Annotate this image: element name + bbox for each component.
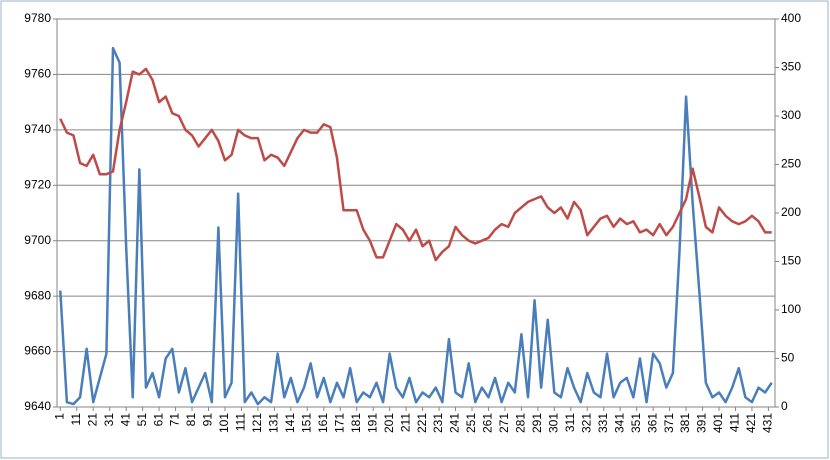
x-tick-label: 21 xyxy=(85,413,99,427)
y2-tick-label: 150 xyxy=(781,254,801,268)
x-tick-label: 131 xyxy=(267,413,281,433)
x-tick-label: 31 xyxy=(102,413,116,427)
y-tick-label: 9740 xyxy=(24,122,51,136)
x-tick-label: 61 xyxy=(151,413,165,427)
x-tick-label: 421 xyxy=(744,413,758,433)
x-tick-label: 151 xyxy=(299,413,313,433)
x-tick-label: 381 xyxy=(678,413,692,433)
x-tick-label: 11 xyxy=(69,413,83,426)
x-tick-label: 91 xyxy=(201,413,215,427)
x-tick-label: 391 xyxy=(695,413,709,433)
x-tick-label: 201 xyxy=(382,413,396,433)
x-tick-label: 221 xyxy=(415,413,429,433)
x-tick-label: 111 xyxy=(234,413,248,432)
x-tick-label: 231 xyxy=(431,413,445,433)
x-tick-label: 251 xyxy=(464,413,478,433)
y2-tick-label: 350 xyxy=(781,60,801,74)
y2-tick-label: 0 xyxy=(781,399,788,413)
y-tick-label: 9780 xyxy=(24,11,51,25)
x-tick-label: 261 xyxy=(481,413,495,433)
x-tick-label: 181 xyxy=(349,413,363,433)
series-line xyxy=(59,46,773,406)
x-tick-label: 101 xyxy=(217,413,231,433)
y2-tick-label: 400 xyxy=(781,11,801,25)
x-tick-label: 311 xyxy=(563,413,577,432)
x-tick-label: 361 xyxy=(645,413,659,433)
x-tick-label: 371 xyxy=(662,413,676,433)
x-tick-label: 341 xyxy=(612,413,626,433)
x-tick-label: 1 xyxy=(52,413,66,420)
x-tick-label: 271 xyxy=(497,413,511,433)
x-tick-label: 161 xyxy=(316,413,330,433)
y2-tick-label: 250 xyxy=(781,157,801,171)
x-tick-label: 401 xyxy=(711,413,725,433)
x-tick-label: 51 xyxy=(135,413,149,427)
x-tick-label: 331 xyxy=(596,413,610,433)
x-tick-label: 241 xyxy=(448,413,462,433)
y-tick-label: 9700 xyxy=(24,233,51,247)
x-tick-label: 281 xyxy=(514,413,528,433)
x-tick-label: 351 xyxy=(629,413,643,433)
x-tick-label: 411 xyxy=(728,413,742,432)
y-tick-label: 9760 xyxy=(24,67,51,81)
y-tick-label: 9640 xyxy=(24,399,51,413)
x-tick-label: 71 xyxy=(168,413,182,427)
x-tick-label: 191 xyxy=(365,413,379,433)
x-tick-label: 121 xyxy=(250,413,264,433)
y2-tick-label: 100 xyxy=(781,302,801,316)
x-tick-label: 141 xyxy=(283,413,297,433)
y-tick-label: 9660 xyxy=(24,344,51,358)
y-tick-label: 9720 xyxy=(24,177,51,191)
x-tick-label: 41 xyxy=(118,413,132,427)
y-tick-label: 9680 xyxy=(24,288,51,302)
y2-tick-label: 300 xyxy=(781,108,801,122)
y2-tick-label: 200 xyxy=(781,205,801,219)
y2-tick-label: 50 xyxy=(781,351,795,365)
x-tick-label: 291 xyxy=(530,413,544,433)
series-line xyxy=(59,67,772,262)
x-tick-label: 301 xyxy=(547,413,561,433)
x-tick-label: 81 xyxy=(184,413,198,427)
x-tick-label: 431 xyxy=(761,413,775,433)
x-tick-label: 321 xyxy=(579,413,593,433)
x-tick-label: 171 xyxy=(332,413,346,433)
x-tick-label: 211 xyxy=(398,413,412,432)
